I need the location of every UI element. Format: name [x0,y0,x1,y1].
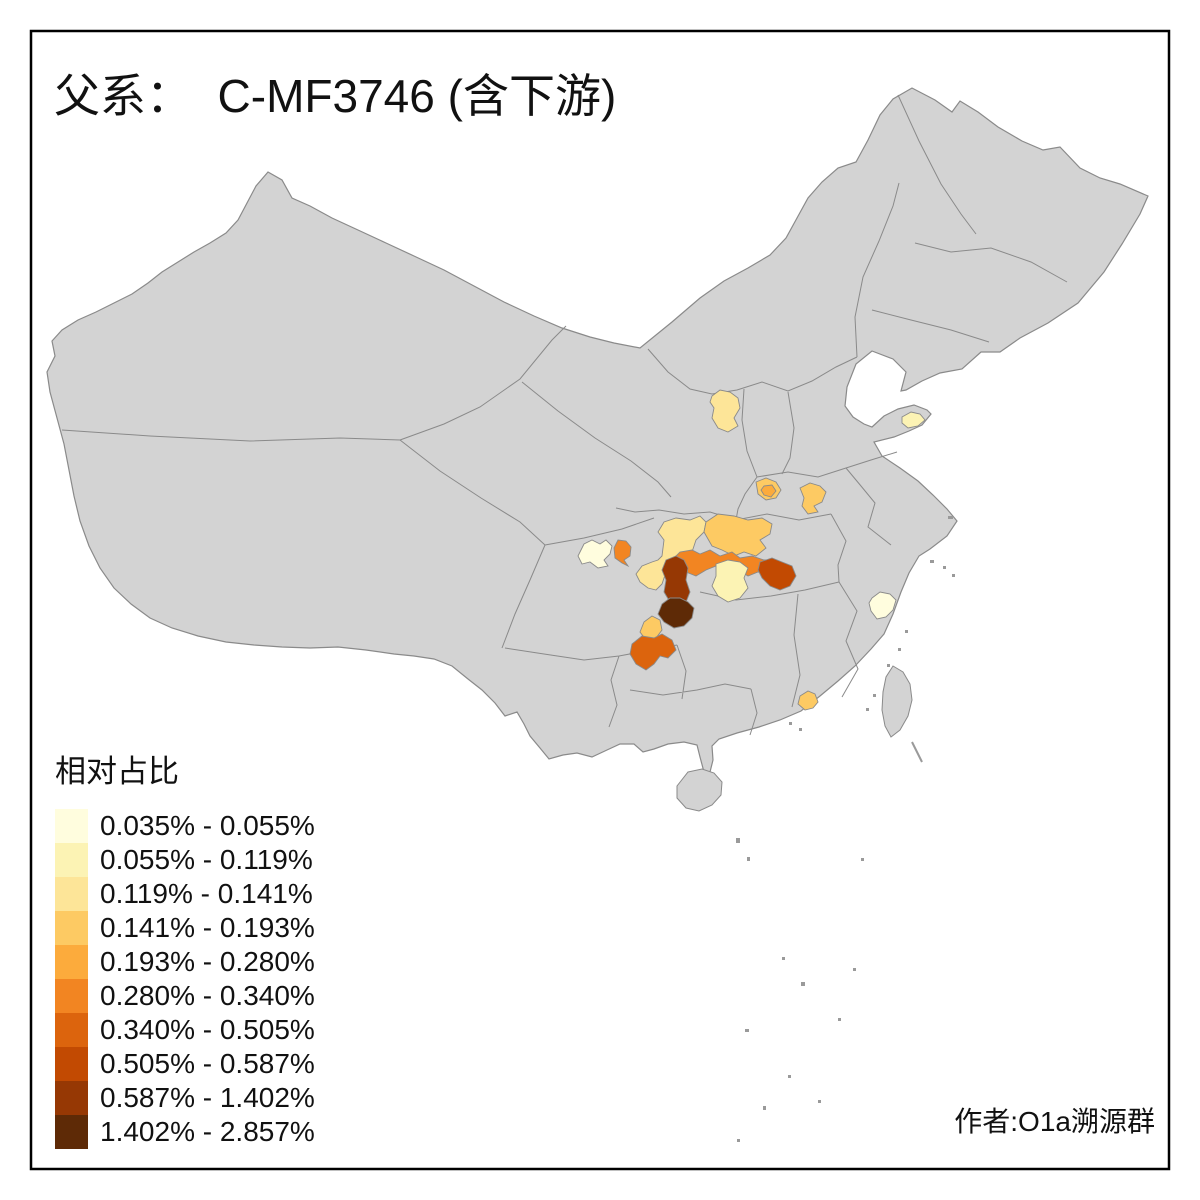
region-guangdong-east-yellow [797,690,819,711]
legend-label: 0.119% - 0.141% [100,878,313,909]
region-guizhou-orange [629,633,677,671]
legend-title: 相对占比 [55,754,179,789]
region-central-cream-enclave [711,559,749,603]
region-henan-east [799,482,827,515]
region-henan-west-core [760,484,777,498]
region-zhejiang-pale [868,591,897,620]
province-borders [61,94,1068,736]
legend-swatch [55,911,88,945]
legend-row: 0.340% - 0.505% [55,1013,315,1047]
legend-swatch [55,979,88,1013]
legend-swatch [55,945,88,979]
legend-row: 0.505% - 0.587% [55,1047,315,1081]
legend-row: 0.119% - 0.141% [55,877,315,911]
legend-row: 0.193% - 0.280% [55,945,315,979]
legend-swatch [55,1115,88,1149]
plot-frame [29,29,1171,1171]
region-sichuan-chengdu [577,539,613,569]
region-west-hubei-dark-orange [757,557,797,591]
legend-swatch [55,1013,88,1047]
legend-row: 1.402% - 2.857% [55,1115,315,1149]
taiwan-island [881,665,913,738]
region-shaanxi-north-yellow [709,389,741,433]
legend-label: 0.055% - 0.119% [100,844,313,875]
region-shandong-tip-pale [901,411,926,429]
legend: 相对占比 0.035% - 0.055% 0.055% - 0.119% 0.1… [55,746,315,1149]
legend-label: 0.340% - 0.505% [100,1014,315,1045]
small-islands [736,516,955,1142]
legend-label: 0.193% - 0.280% [100,946,315,977]
legend-swatch [55,843,88,877]
legend-swatch [55,809,88,843]
hainan-island [676,768,723,812]
legend-label: 0.505% - 0.587% [100,1048,315,1079]
region-guizhou-north-yellow [639,615,663,641]
legend-row: 0.280% - 0.340% [55,979,315,1013]
legend-label: 0.141% - 0.193% [100,912,315,943]
region-chongqing-darkest [657,597,695,629]
legend-label: 0.280% - 0.340% [100,980,315,1011]
author-caption: 作者:O1a溯源群 [954,1106,1155,1137]
mainland-china [46,87,1149,773]
map-title: 父系： C-MF3746 (含下游) [54,70,617,122]
legend-swatch [55,1047,88,1081]
legend-row: 0.587% - 1.402% [55,1081,315,1115]
region-north-band [703,513,773,557]
legend-label: 0.587% - 1.402% [100,1082,315,1113]
legend-row: 0.141% - 0.193% [55,911,315,945]
legend-row: 0.035% - 0.055% [55,809,315,843]
legend-swatch [55,1081,88,1115]
region-sichuan-east-of-chengdu [613,539,632,568]
legend-swatch [55,877,88,911]
legend-row: 0.055% - 0.119% [55,843,315,877]
legend-label: 1.402% - 2.857% [100,1116,315,1147]
legend-label: 0.035% - 0.055% [100,810,315,841]
